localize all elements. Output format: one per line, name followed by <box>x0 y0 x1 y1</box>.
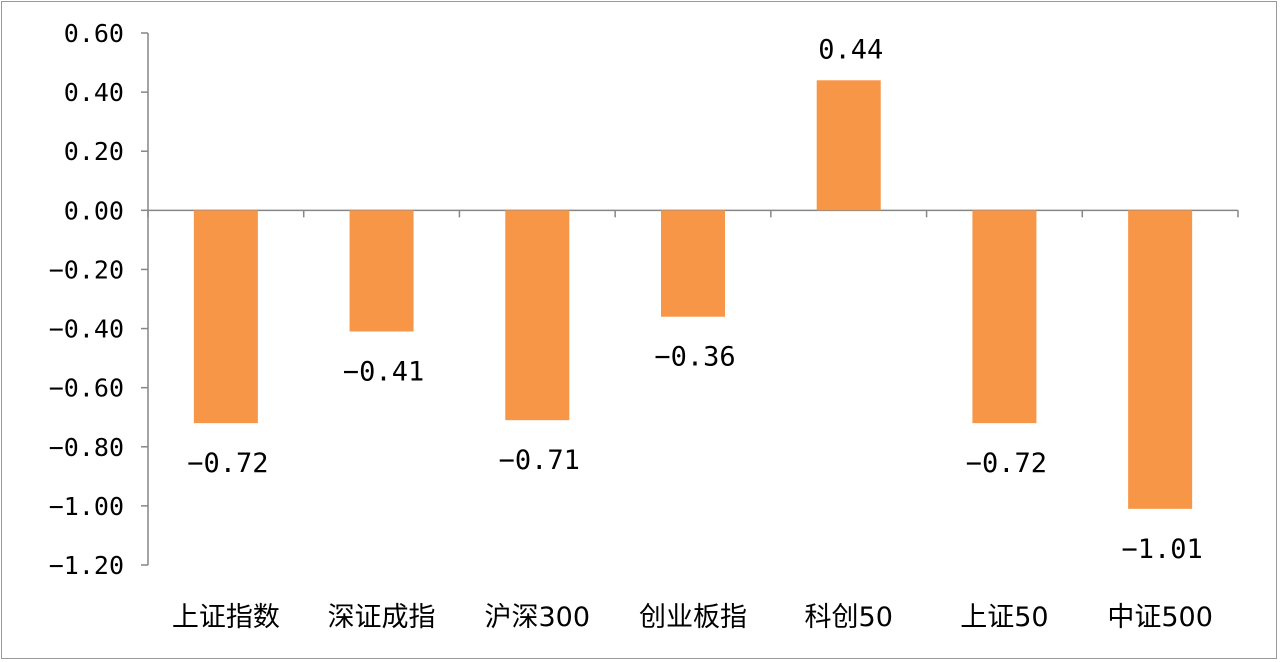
bar-layer <box>193 80 1193 509</box>
bar-0 <box>193 210 258 424</box>
bar-1 <box>349 210 414 332</box>
y-tick-label: 0.00 <box>64 196 124 225</box>
y-tick-label: 0.40 <box>64 78 124 107</box>
bar-3 <box>661 210 725 317</box>
data-label-1: −0.41 <box>343 357 424 388</box>
bar-6 <box>1128 210 1193 509</box>
y-tick-label: −0.20 <box>49 255 124 284</box>
data-label-6: −1.01 <box>1122 534 1203 565</box>
bar-4 <box>816 80 881 211</box>
data-label-5: −0.72 <box>966 448 1047 479</box>
data-label-4: 0.44 <box>818 34 883 65</box>
category-label-6: 中证500 <box>1107 602 1213 633</box>
category-label-5: 上证50 <box>960 602 1048 633</box>
y-tick-label: −0.60 <box>49 374 124 403</box>
bar-2 <box>505 210 570 421</box>
y-tick-label: −1.20 <box>49 551 124 580</box>
category-label-3: 创业板指 <box>639 602 747 633</box>
bar-5 <box>972 210 1037 424</box>
data-label-2: −0.71 <box>499 445 580 476</box>
y-tick-label: −0.40 <box>49 315 124 344</box>
axis-layer: 0.60 0.40 0.20 0.00 −0.20 −0.40 −0.60 −0.80 −1.0… <box>49 19 1239 580</box>
y-tick-label: 0.60 <box>64 19 124 48</box>
y-tick-label: 0.20 <box>64 137 124 166</box>
data-label-0: −0.72 <box>187 448 268 479</box>
y-tick-label: −1.00 <box>49 492 124 521</box>
category-label-2: 沪深300 <box>485 602 591 633</box>
label-layer: −0.72 上证指数 −0.41 深证成指 −0.71 沪深300 −0.36 创业板指 0.4… <box>172 34 1213 633</box>
data-label-3: −0.36 <box>654 342 735 373</box>
category-label-1: 深证成指 <box>328 602 436 633</box>
y-tick-label: −0.80 <box>49 433 124 462</box>
category-label-0: 上证指数 <box>172 602 280 633</box>
category-label-4: 科创50 <box>805 602 893 633</box>
